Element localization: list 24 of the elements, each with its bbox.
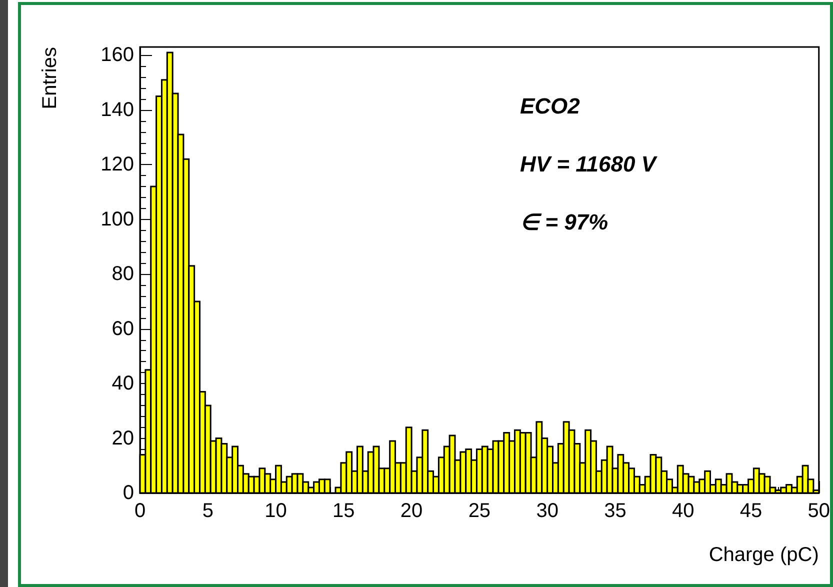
y-tick-label: 80 [112, 263, 134, 286]
y-tick-label: 0 [122, 482, 134, 504]
y-tick-label: 140 [100, 98, 134, 121]
annotation: ECO2 [520, 94, 581, 118]
y-tick-label: 40 [112, 372, 134, 395]
x-tick-label: 25 [468, 500, 491, 522]
y-tick-label: 160 [100, 44, 134, 66]
x-tick-label: 15 [332, 500, 355, 522]
x-axis-title: Charge (pC) [708, 544, 819, 566]
x-tick-label: 45 [740, 500, 762, 522]
annotation: ∈ = 97% [520, 210, 608, 234]
x-tick-label: 35 [604, 500, 626, 522]
x-tick-label: 50 [808, 500, 830, 522]
x-tick-label: 40 [672, 500, 694, 522]
y-tick-label: 100 [100, 208, 134, 230]
y-tick-label: 20 [112, 427, 134, 450]
annotation: HV = 11680 V [520, 152, 658, 176]
y-tick-label: 60 [112, 318, 134, 340]
x-tick-label: 30 [536, 500, 558, 522]
x-tick-label: 5 [202, 500, 214, 522]
x-tick-label: 10 [264, 500, 287, 522]
x-tick-label: 20 [400, 500, 423, 522]
y-tick-label: 120 [100, 154, 134, 176]
y-axis-title: Entries [39, 47, 61, 110]
